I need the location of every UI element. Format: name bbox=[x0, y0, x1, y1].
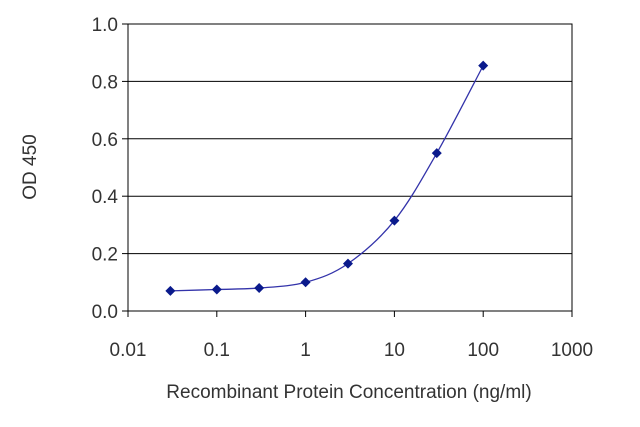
y-tick-label-4: 0.8 bbox=[92, 72, 118, 93]
data-point-5 bbox=[389, 215, 400, 226]
y-axis-title: OD 450 bbox=[20, 134, 41, 199]
x-axis-ticks: 0.01 0.1 1 10 100 1000 bbox=[110, 311, 593, 361]
data-point-3 bbox=[300, 277, 311, 288]
data-point-6 bbox=[431, 148, 442, 159]
y-tick-label-1: 0.2 bbox=[92, 245, 118, 266]
x-axis-title: Recombinant Protein Concentration (ng/ml… bbox=[166, 382, 531, 403]
data-point-1 bbox=[211, 284, 222, 295]
x-tick-label-0: 0.01 bbox=[110, 340, 147, 361]
x-tick-label-4: 100 bbox=[467, 340, 499, 361]
y-tick-label-3: 0.6 bbox=[92, 130, 118, 151]
data-point-4 bbox=[342, 258, 353, 269]
grid-lines bbox=[128, 80, 572, 255]
y-axis-ticks: 0.0 0.2 0.4 0.6 0.8 1.0 bbox=[92, 15, 128, 323]
y-tick-label-5: 1.0 bbox=[92, 15, 118, 36]
y-tick-label-0: 0.0 bbox=[92, 302, 118, 323]
data-point-0 bbox=[165, 285, 176, 296]
data-point-7 bbox=[478, 60, 489, 71]
x-tick-label-3: 10 bbox=[384, 340, 405, 361]
x-tick-label-1: 0.1 bbox=[204, 340, 230, 361]
series-layer bbox=[165, 60, 489, 296]
x-tick-label-5: 1000 bbox=[551, 340, 593, 361]
data-point-2 bbox=[254, 283, 265, 294]
x-tick-label-2: 1 bbox=[300, 340, 311, 361]
y-tick-label-2: 0.4 bbox=[92, 187, 119, 208]
plot-area bbox=[127, 23, 573, 312]
